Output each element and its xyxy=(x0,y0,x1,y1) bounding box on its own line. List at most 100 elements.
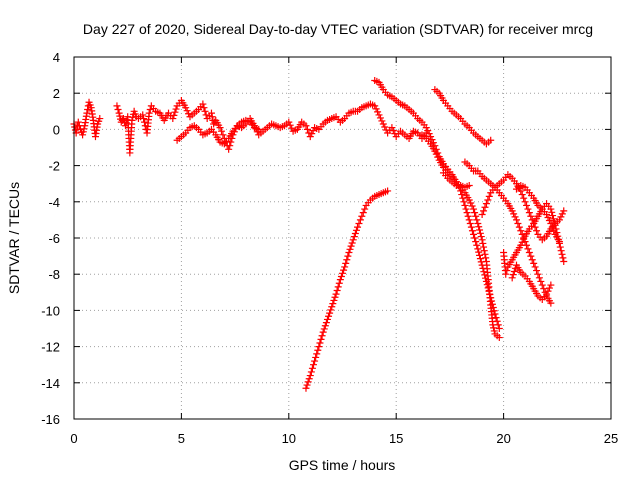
data-point xyxy=(517,241,525,249)
x-tick-label: 15 xyxy=(389,431,403,446)
data-point xyxy=(459,194,467,202)
data-point xyxy=(482,254,490,262)
data-point xyxy=(482,277,490,285)
data-point xyxy=(113,102,121,110)
series-arc-13 xyxy=(508,261,555,304)
data-point xyxy=(330,296,338,304)
y-tick-label: -4 xyxy=(48,195,60,210)
data-point xyxy=(327,306,335,314)
data-point xyxy=(339,269,346,277)
data-point xyxy=(123,116,131,124)
data-point xyxy=(477,233,485,241)
data-point xyxy=(328,303,336,311)
data-point xyxy=(480,243,488,251)
data-point xyxy=(480,207,488,215)
data-point xyxy=(495,325,503,332)
data-point xyxy=(490,307,498,315)
data-point xyxy=(466,220,474,228)
data-point xyxy=(550,227,558,235)
data-point xyxy=(312,353,320,361)
data-point xyxy=(431,147,439,155)
data-point xyxy=(495,334,503,342)
data-point xyxy=(557,213,565,221)
x-tick-label: 25 xyxy=(604,431,618,446)
data-point xyxy=(478,261,486,269)
data-point xyxy=(379,120,387,128)
data-point xyxy=(472,238,480,246)
data-point xyxy=(303,125,311,133)
data-point xyxy=(359,209,367,217)
data-point xyxy=(479,239,487,247)
data-point xyxy=(96,115,104,123)
data-point xyxy=(462,205,470,213)
x-tick-labels: 0 5 10 15 20 25 xyxy=(70,431,618,446)
data-point xyxy=(531,263,539,271)
data-point xyxy=(524,245,532,253)
data-point xyxy=(384,187,392,195)
y-tick-label: -8 xyxy=(48,267,60,282)
data-point xyxy=(470,230,478,238)
data-point xyxy=(461,201,469,209)
data-point xyxy=(427,133,435,141)
data-point xyxy=(508,274,516,282)
data-point xyxy=(545,217,553,225)
data-point xyxy=(311,357,319,365)
data-point xyxy=(351,229,359,237)
chart-title: Day 227 of 2020, Sidereal Day-to-day VTE… xyxy=(83,21,593,37)
data-point xyxy=(502,270,510,278)
data-point xyxy=(510,210,518,218)
data-point xyxy=(560,207,568,215)
data-point xyxy=(471,234,479,242)
data-point xyxy=(537,277,545,285)
data-point xyxy=(255,125,263,133)
data-point xyxy=(315,343,323,351)
data-point xyxy=(534,270,542,278)
data-point xyxy=(556,243,564,251)
data-point xyxy=(485,287,493,295)
data-point xyxy=(371,102,379,110)
data-point xyxy=(485,192,493,200)
data-point xyxy=(509,271,517,279)
data-point xyxy=(487,294,495,302)
data-point xyxy=(521,198,529,206)
data-point xyxy=(511,213,519,221)
data-point xyxy=(549,212,557,220)
data-point xyxy=(480,247,488,255)
data-point xyxy=(464,212,472,220)
data-point xyxy=(558,250,566,258)
data-point xyxy=(493,317,501,325)
data-point xyxy=(535,274,543,282)
data-point xyxy=(318,332,326,340)
data-point xyxy=(145,109,153,117)
series-arc-7 xyxy=(431,86,495,148)
data-point xyxy=(560,258,568,266)
data-point xyxy=(333,286,341,294)
data-point xyxy=(389,127,397,135)
data-point xyxy=(518,191,526,199)
series-arc-6 xyxy=(418,131,503,332)
data-point xyxy=(533,227,541,235)
series-arc-4 xyxy=(302,187,392,392)
data-point xyxy=(544,213,552,221)
data-point xyxy=(308,130,316,138)
data-point xyxy=(538,281,546,289)
data-point xyxy=(474,245,482,253)
data-point xyxy=(520,235,528,243)
y-tick-label: 2 xyxy=(53,86,60,101)
data-point xyxy=(308,364,316,372)
data-point xyxy=(172,105,180,113)
data-point xyxy=(474,220,482,228)
data-point xyxy=(465,182,473,190)
data-point xyxy=(547,205,555,213)
data-point xyxy=(489,304,497,312)
data-point xyxy=(114,105,122,113)
data-point xyxy=(555,238,563,246)
data-point xyxy=(514,220,522,228)
data-point xyxy=(471,209,479,217)
data-point xyxy=(545,284,553,292)
data-point xyxy=(323,315,331,323)
data-point xyxy=(354,223,362,231)
plot-frame xyxy=(73,56,612,420)
data-point xyxy=(477,258,485,266)
